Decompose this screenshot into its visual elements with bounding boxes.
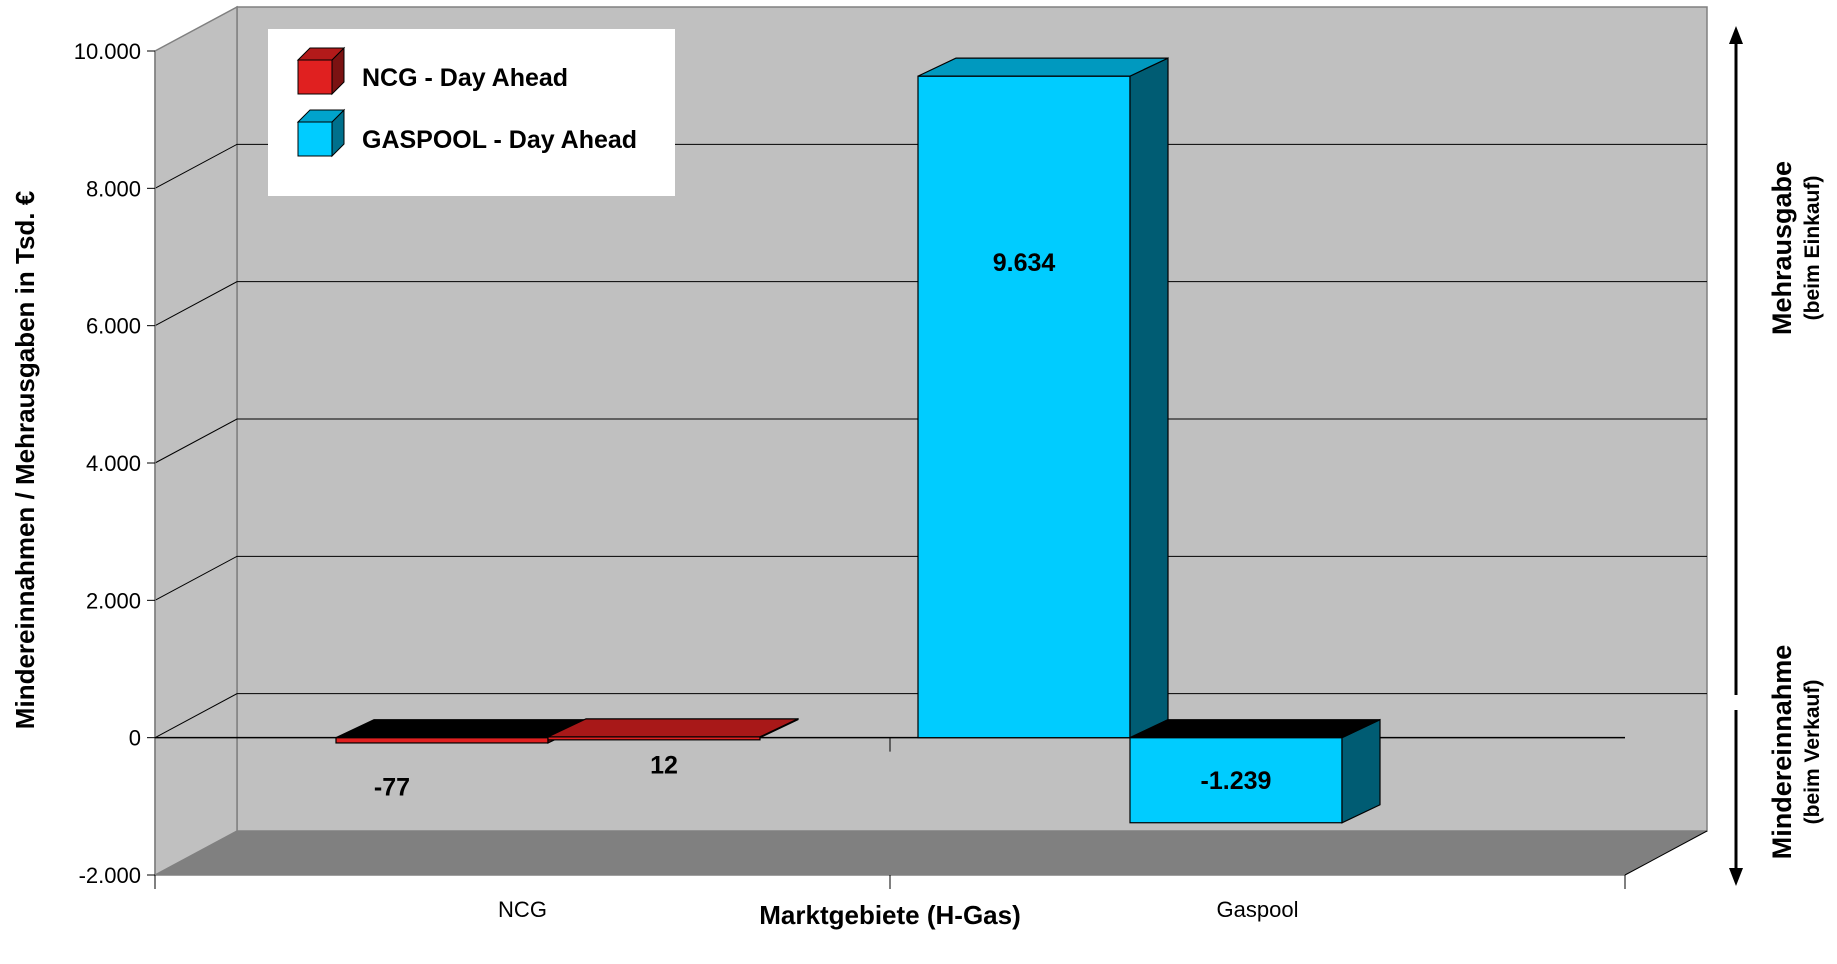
bar [1129, 718, 1381, 824]
gridline [154, 693, 1707, 739]
annotation-lower-main: Mindereinnahme [1767, 645, 1797, 860]
legend-label: NCG - Day Ahead [362, 64, 568, 92]
x-tick-label: Gaspool [1217, 897, 1299, 922]
bar-top [335, 719, 587, 739]
data-labels: -77 12 9.634 -1.239 [374, 249, 1272, 802]
floor-edge [1624, 830, 1708, 876]
y-tick-label: 8.000 [86, 176, 141, 201]
bar [917, 57, 1169, 739]
legend-swatch [297, 121, 333, 157]
y-axis-title: Mindereinnahmen / Mehrausgaben in Tsd. € [10, 191, 40, 729]
y-tick-label: 2.000 [86, 588, 141, 613]
legend-swatch-top [296, 47, 346, 61]
data-label: 9.634 [993, 249, 1056, 277]
y-tick-label: 10.000 [74, 39, 141, 64]
bar-front [1129, 737, 1343, 824]
right-annotation: Mehrausgabe (beim Einkauf) Mindereinnahm… [1729, 26, 1824, 886]
annotation-upper-sub: (beim Einkauf) [1801, 176, 1824, 321]
y-tick-label: 6.000 [86, 314, 141, 339]
gridline [154, 143, 1707, 189]
annotation-upper-main: Mehrausgabe [1767, 161, 1797, 335]
bars [335, 57, 1381, 824]
bar-front [917, 75, 1131, 739]
bar [547, 717, 799, 741]
data-label: -1.239 [1201, 767, 1272, 795]
gridline [154, 418, 1707, 464]
y-tick-label: 4.000 [86, 451, 141, 476]
gridline [154, 555, 1707, 601]
down-arrow-head [1729, 868, 1743, 886]
gridlines [154, 143, 1707, 739]
legend-item: NCG - Day Ahead [296, 46, 568, 96]
up-arrow-head [1729, 26, 1743, 44]
x-axis-title: Marktgebiete (H-Gas) [759, 900, 1021, 930]
x-tick-label: NCG [498, 897, 547, 922]
legend-swatch-top [296, 109, 346, 123]
legend-item: GASPOOL - Day Ahead [296, 108, 637, 158]
legend: NCG - Day Ahead GASPOOL - Day Ahead [268, 29, 675, 196]
y-tick-label: 0 [129, 726, 141, 751]
legend-label: GASPOOL - Day Ahead [362, 126, 637, 154]
floor [155, 831, 1707, 875]
bar-side [1129, 57, 1169, 739]
data-label: 12 [650, 752, 678, 780]
y-tick-label: -2.000 [79, 863, 141, 888]
annotation-lower-sub: (beim Verkauf) [1801, 680, 1824, 825]
legend-swatch [297, 59, 333, 95]
bar-top [917, 57, 1169, 77]
data-label: -77 [374, 774, 410, 802]
gridline [154, 281, 1707, 327]
bar-front [335, 737, 549, 744]
bar-top [547, 718, 799, 738]
bar-top [1129, 719, 1381, 739]
